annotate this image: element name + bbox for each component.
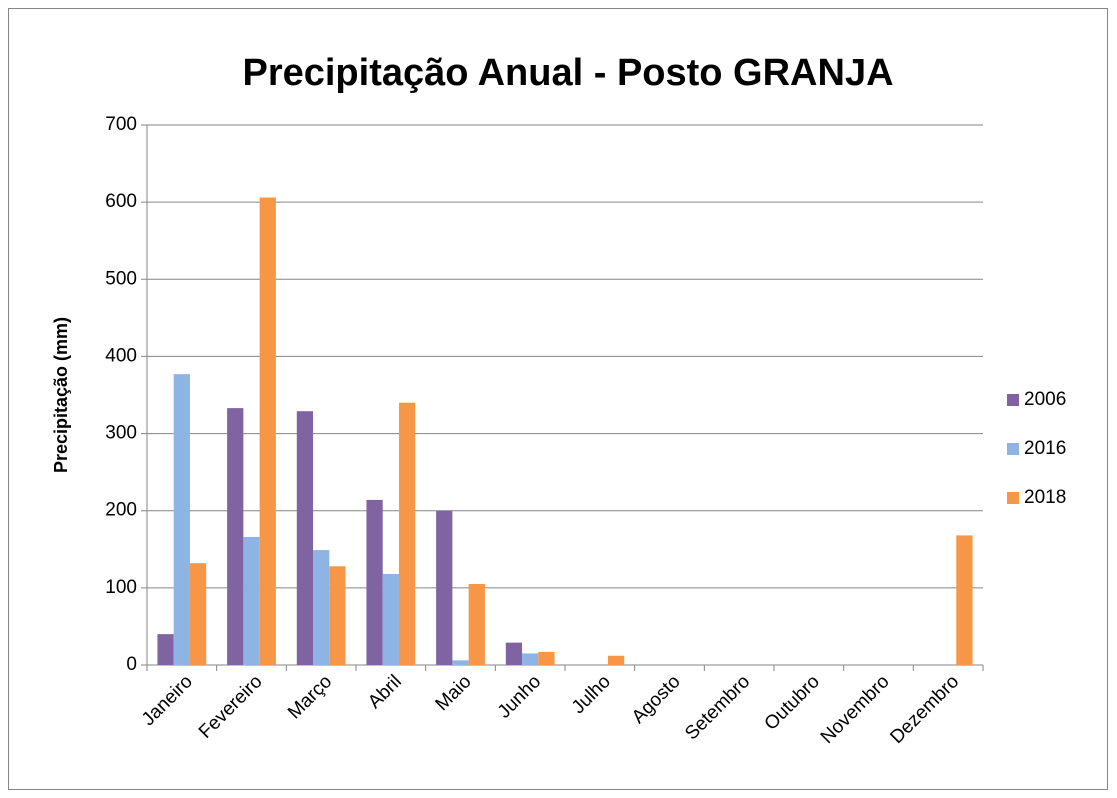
y-tick-label: 400: [105, 345, 137, 366]
bar: [382, 573, 399, 665]
bar: [243, 536, 260, 665]
y-tick-label: 700: [105, 114, 137, 135]
bar: [505, 642, 523, 665]
y-tick-label: 500: [105, 268, 137, 289]
bar: [157, 634, 174, 665]
bar: [366, 499, 383, 665]
y-tick-label: 200: [105, 500, 137, 521]
bar: [259, 197, 276, 665]
legend-label: 2018: [1024, 487, 1066, 508]
legend-label: 2006: [1024, 389, 1066, 410]
bar: [956, 535, 973, 665]
y-tick-label: 300: [105, 423, 137, 444]
legend-swatch: [1007, 492, 1019, 504]
legend-swatch: [1007, 394, 1019, 406]
y-tick-label: 100: [105, 577, 137, 598]
bar: [296, 411, 314, 665]
bar: [468, 584, 485, 665]
bar: [227, 408, 244, 665]
y-tick-label: 600: [105, 191, 137, 212]
bar: [398, 402, 416, 665]
bar: [538, 651, 555, 665]
bar: [329, 566, 346, 665]
y-tick-label: 0: [126, 654, 137, 675]
bar: [173, 374, 190, 665]
y-axis-label: Precipitação (mm): [51, 317, 71, 473]
bar: [436, 510, 453, 665]
bar: [522, 653, 539, 665]
bar: [189, 563, 207, 665]
bar: [607, 655, 625, 665]
bar: [452, 660, 469, 665]
legend-label: 2016: [1024, 438, 1066, 459]
bar: [313, 550, 330, 665]
chart-frame: [8, 8, 1108, 790]
legend-swatch: [1007, 443, 1019, 455]
chart-title: Precipitação Anual - Posto GRANJA: [242, 52, 893, 94]
